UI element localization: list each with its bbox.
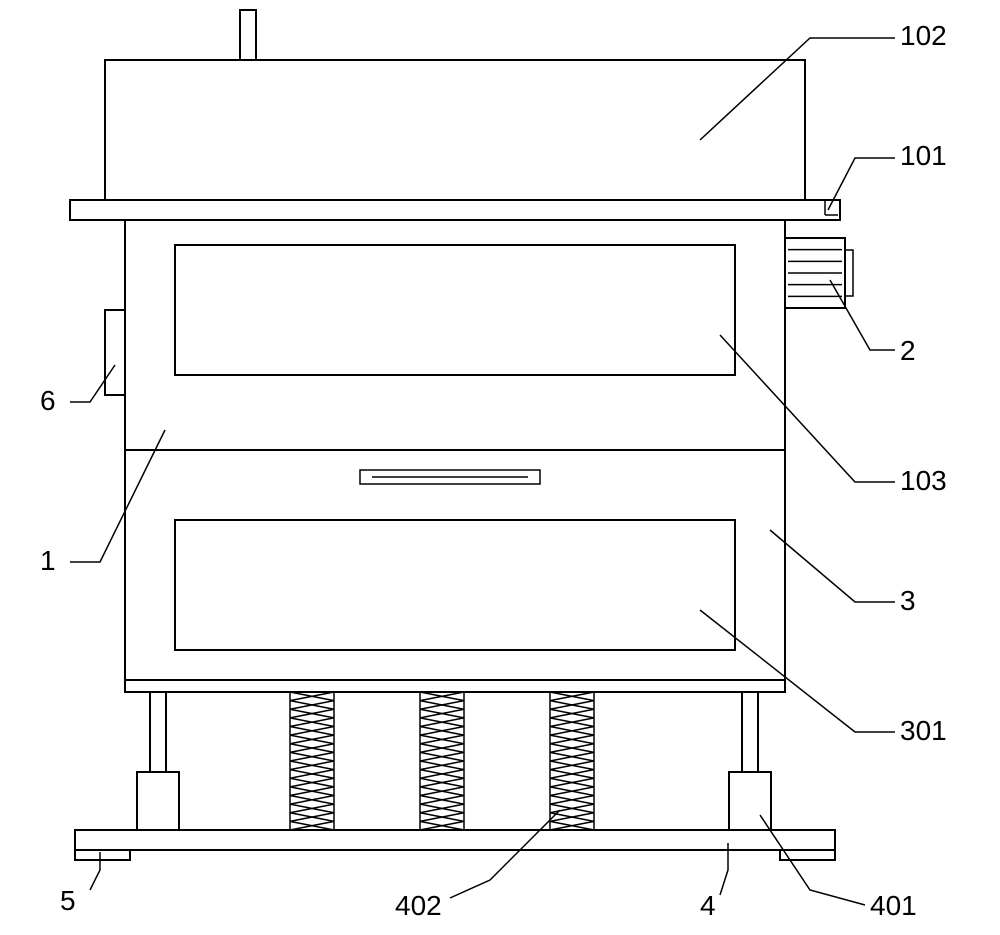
label-l5: 5 [60, 885, 76, 916]
label-l1: 1 [40, 545, 56, 576]
leader-line [700, 610, 895, 732]
leader-line [828, 158, 895, 210]
leader-line [70, 365, 115, 402]
label-l401: 401 [870, 890, 917, 921]
label-l101: 101 [900, 140, 947, 171]
label-l102: 102 [900, 20, 947, 51]
label-l301: 301 [900, 715, 947, 746]
label-l103: 103 [900, 465, 947, 496]
leader-line [90, 852, 100, 890]
label-l402: 402 [395, 890, 442, 921]
leader-line [770, 530, 895, 602]
leader-line [450, 810, 560, 898]
label-l4: 4 [700, 890, 716, 921]
leader-line [720, 335, 895, 482]
leader-line [830, 280, 895, 350]
leader-line [700, 38, 895, 140]
label-l2: 2 [900, 335, 916, 366]
label-l3: 3 [900, 585, 916, 616]
label-l6: 6 [40, 385, 56, 416]
technical-diagram: 102 101 2 6 103 1 3 301 5 402 4 401 [0, 0, 1000, 935]
